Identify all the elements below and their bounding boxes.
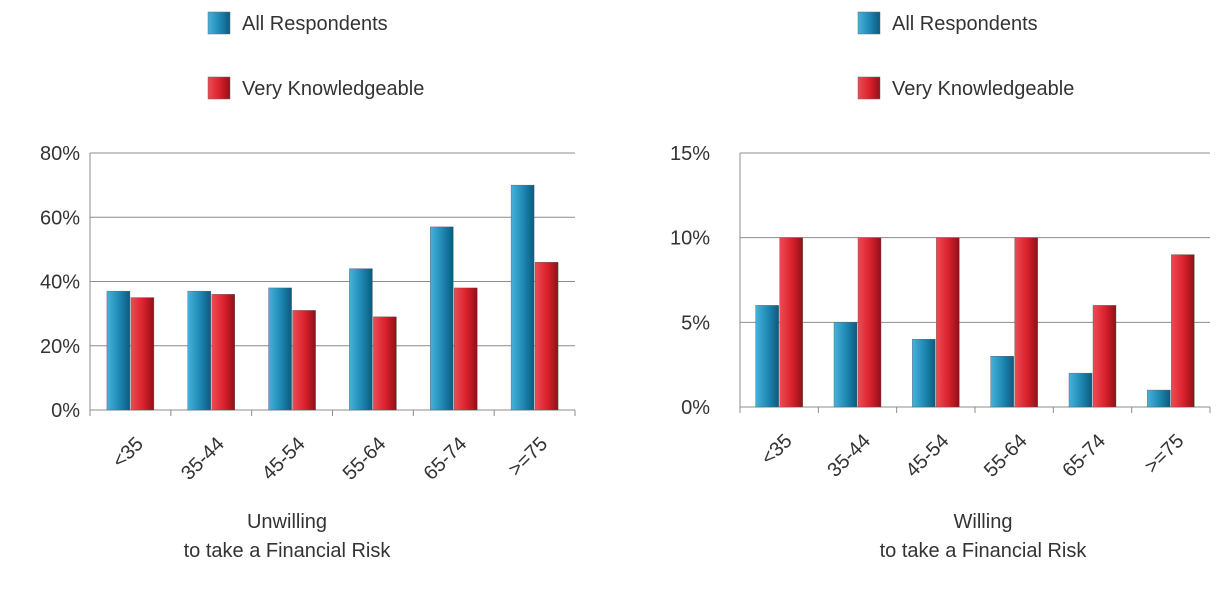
chart-1: All Respondents Very Knowledgeable 0% 20% 40… — [40, 11, 576, 562]
y-tick-label: 0% — [681, 397, 710, 419]
legend-label-all-respondents: All Respondents — [242, 13, 388, 35]
bar-very-knowledgeable-3 — [373, 316, 397, 411]
x-tick-label: 45-54 — [258, 433, 310, 485]
bar-very-knowledgeable-5 — [1171, 254, 1195, 408]
x-tick-label: >=75 — [504, 433, 552, 481]
bar-very-knowledgeable-0 — [130, 297, 155, 411]
x-axis-title-line-2: to take a Financial Risk — [880, 540, 1088, 562]
bar-all-respondents-5 — [1147, 389, 1171, 408]
legend-label-very-knowledgeable: Very Knowledgeable — [892, 78, 1074, 100]
x-tick-label: 35-44 — [823, 430, 875, 482]
y-tick-label: 5% — [681, 312, 710, 334]
bar-very-knowledgeable-5 — [534, 262, 559, 411]
bar-all-respondents-4 — [1068, 372, 1093, 408]
x-tick-label: 45-54 — [902, 430, 954, 482]
bar-very-knowledgeable-2 — [936, 237, 960, 408]
x-tick-label: 55-64 — [980, 430, 1032, 482]
bar-all-respondents-0 — [106, 290, 131, 411]
bar-very-knowledgeable-0 — [779, 237, 803, 408]
chart-2: All Respondents Very Knowledgeable 0% 5% 10%… — [670, 11, 1211, 562]
x-axis-title-line-1: Unwilling — [247, 511, 327, 533]
x-axis-title-line-1: Willing — [954, 511, 1013, 533]
bar-very-knowledgeable-3 — [1014, 237, 1038, 408]
legend-swatch-very-knowledgeable — [207, 76, 231, 100]
bar-all-respondents-3 — [349, 268, 373, 411]
x-tick-label: 65-74 — [420, 433, 472, 485]
x-tick-label: 65-74 — [1058, 430, 1110, 482]
bar-all-respondents-2 — [268, 287, 292, 411]
y-tick-label: 15% — [670, 143, 710, 165]
x-axis-title-line-2: to take a Financial Risk — [184, 540, 392, 562]
legend-swatch-very-knowledgeable — [857, 76, 881, 100]
bar-very-knowledgeable-2 — [292, 310, 316, 411]
legend-swatch-all-respondents — [207, 11, 231, 35]
x-tick-label: 55-64 — [339, 433, 391, 485]
legend-label-all-respondents: All Respondents — [892, 13, 1038, 35]
y-tick-label: 20% — [40, 336, 80, 358]
bar-all-respondents-3 — [990, 356, 1014, 408]
x-tick-label: >=75 — [1141, 430, 1189, 478]
y-tick-label: 40% — [40, 272, 80, 294]
bar-all-respondents-1 — [187, 290, 211, 411]
x-tick-label: <35 — [757, 430, 797, 470]
x-tick-label: 35-44 — [177, 433, 229, 485]
bar-very-knowledgeable-4 — [1092, 305, 1117, 408]
y-tick-label: 80% — [40, 143, 80, 165]
bar-very-knowledgeable-1 — [211, 294, 235, 411]
bar-all-respondents-4 — [430, 226, 454, 411]
bar-very-knowledgeable-4 — [454, 287, 478, 411]
bar-all-respondents-5 — [510, 184, 535, 411]
y-tick-label: 0% — [51, 400, 80, 422]
bar-all-respondents-0 — [755, 305, 779, 408]
y-tick-label: 60% — [40, 207, 80, 229]
bar-very-knowledgeable-1 — [857, 237, 882, 408]
legend-swatch-all-respondents — [857, 11, 881, 35]
bar-all-respondents-2 — [912, 339, 936, 408]
y-tick-label: 10% — [670, 228, 710, 250]
x-tick-label: <35 — [108, 433, 148, 473]
bar-all-respondents-1 — [833, 322, 858, 408]
legend-label-very-knowledgeable: Very Knowledgeable — [242, 78, 424, 100]
